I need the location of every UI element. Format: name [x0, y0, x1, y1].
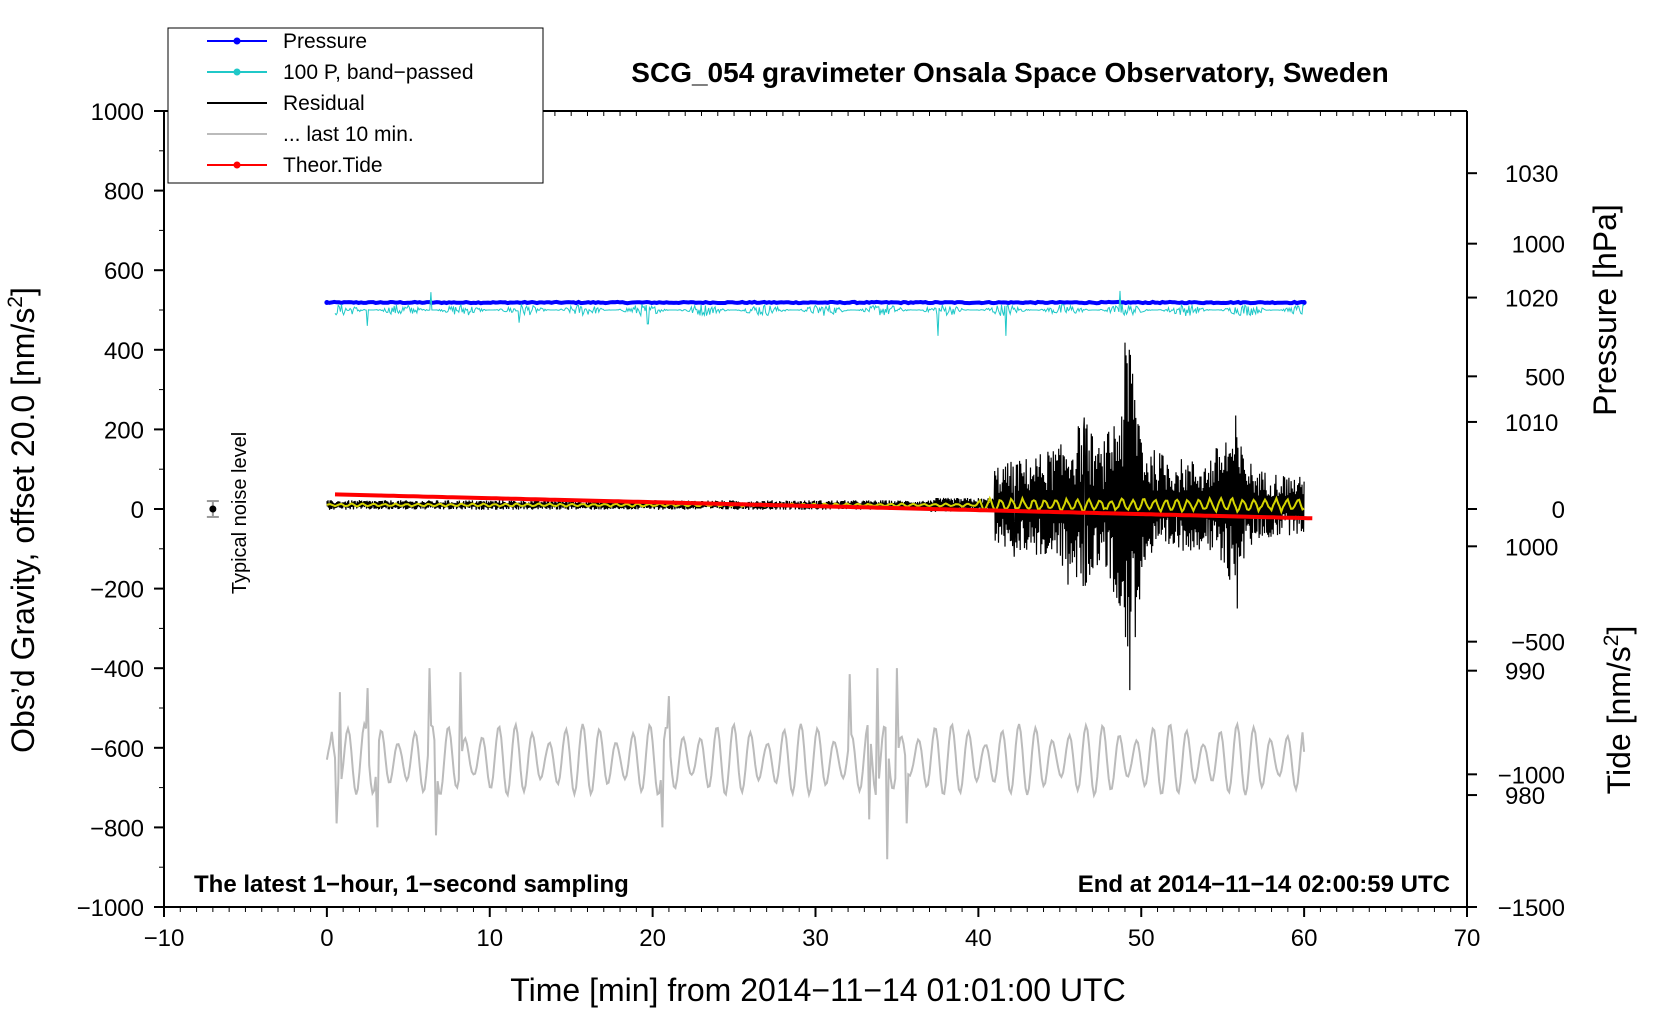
y-tick-label: −600 — [90, 736, 144, 763]
x-tick-label: 0 — [320, 925, 333, 952]
tide-tick-label: 500 — [1525, 364, 1565, 391]
y-tick-label: 200 — [104, 417, 144, 444]
series--last-10-min — [325, 668, 1306, 860]
tide-tick-label: −1500 — [1498, 895, 1565, 922]
series-pressure — [326, 299, 1305, 306]
noise-level-marker — [206, 500, 219, 518]
legend-marker — [233, 68, 241, 76]
axis-layer: −10 0 10 20 30 40 50 60 7010008006004002000−200−… — [77, 99, 1565, 952]
series-pressure-start-point — [324, 300, 330, 306]
series-pressure-end-point — [1301, 300, 1307, 306]
legend-label: 100 P, band−passed — [283, 61, 474, 84]
x-tick-label: 30 — [802, 925, 829, 952]
x-tick-label: 50 — [1128, 925, 1155, 952]
x-tick-label: 70 — [1454, 925, 1481, 952]
y-axis-title-sup: 2 — [4, 296, 27, 308]
x-tick-label: −10 — [144, 925, 185, 952]
pressure-tick-label: 1020 — [1505, 286, 1558, 313]
chart-title: SCG_054 gravimeter Onsala Space Observat… — [631, 57, 1388, 88]
series-theor-tide — [334, 492, 1313, 521]
pressure-axis-title: Pressure [hPa] — [1587, 204, 1623, 416]
tide-axis-title: Tide [nm/s2] — [1600, 626, 1637, 795]
y-tick-label: 400 — [104, 338, 144, 365]
pressure-tick-label: 990 — [1505, 659, 1545, 686]
series-layer — [324, 290, 1313, 860]
series-100-p-band-passed — [334, 290, 1305, 336]
tide-axis-title-main: Tide [nm/s — [1601, 646, 1637, 794]
x-tick-label: 60 — [1291, 925, 1318, 952]
y-tick-label: 800 — [104, 179, 144, 206]
end-time-annotation: End at 2014−11−14 02:00:59 UTC — [1078, 871, 1450, 898]
tide-tick-label: −1000 — [1498, 762, 1565, 789]
legend-box — [167, 27, 544, 184]
y-tick-label: 0 — [131, 497, 144, 524]
tide-tick-label: 0 — [1552, 497, 1565, 524]
legend-label: Pressure — [283, 30, 367, 53]
x-axis-title: Time [min] from 2014−11−14 01:01:00 UTC — [510, 972, 1125, 1008]
x-tick-label: 20 — [639, 925, 666, 952]
pressure-tick-label: 1000 — [1505, 534, 1558, 561]
pressure-tick-label: 1010 — [1505, 410, 1558, 437]
tide-axis-title-end: ] — [1601, 626, 1637, 635]
tide-tick-label: −500 — [1511, 630, 1565, 657]
y-tick-label: −200 — [90, 577, 144, 604]
y-axis-title-end: ] — [5, 287, 41, 296]
legend-label: ... last 10 min. — [283, 123, 414, 146]
legend-label: Theor.Tide — [283, 154, 383, 177]
pressure-tick-label: 980 — [1505, 783, 1545, 810]
sampling-annotation: The latest 1−hour, 1−second sampling — [194, 871, 629, 898]
y-tick-label: −1000 — [77, 895, 144, 922]
y-tick-label: 1000 — [91, 99, 144, 126]
tide-axis-title-sup: 2 — [1600, 635, 1623, 647]
legend-marker — [233, 37, 241, 45]
y-axis-title-main: Obs’d Gravity, offset 20.0 [nm/s — [5, 308, 41, 753]
legend-marker — [233, 161, 241, 169]
y-axis-title: Obs’d Gravity, offset 20.0 [nm/s2] — [4, 287, 41, 753]
y-tick-label: −400 — [90, 656, 144, 683]
legend-label: Residual — [283, 92, 365, 115]
x-tick-label: 40 — [965, 925, 992, 952]
noise-point — [209, 505, 217, 513]
y-tick-label: −800 — [90, 815, 144, 842]
noise-level-label: Typical noise level — [229, 432, 251, 594]
pressure-tick-label: 1030 — [1505, 161, 1558, 188]
y-tick-label: 600 — [104, 258, 144, 285]
tide-tick-label: 1000 — [1512, 232, 1565, 259]
legend: Pressure 100 P, band−passed Residual ... la… — [167, 27, 544, 184]
x-tick-label: 10 — [476, 925, 503, 952]
